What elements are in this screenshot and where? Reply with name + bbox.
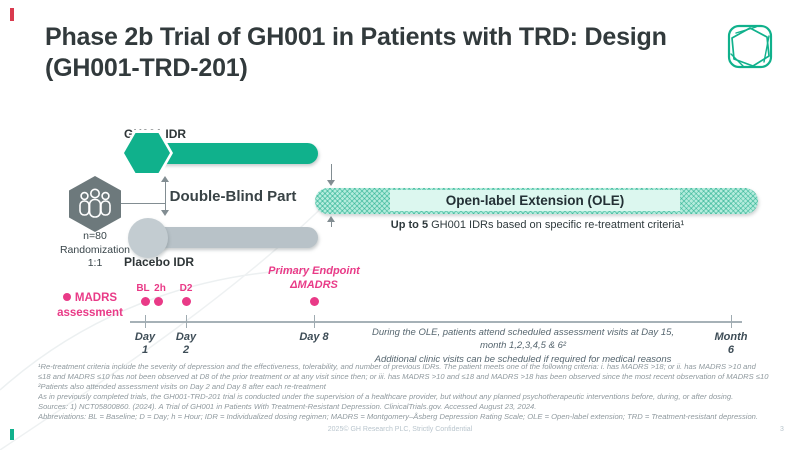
arrow-up-to-gh001-icon [161,176,169,182]
tick-day2 [185,315,187,328]
page-title: Phase 2b Trial of GH001 in Patients with… [45,22,735,84]
madrs-legend-line1: MADRS [74,292,118,304]
tick-day8 [313,315,315,328]
ole-schedule-note: During the OLE, patients attend schedule… [308,326,738,366]
footnotes: ¹Re-treatment criteria include the sever… [38,362,794,423]
primary-endpoint-label: Primary Endpoint ΔMADRS [268,265,360,293]
madrs-dot-icon [62,293,71,301]
tick-day1 [144,315,146,328]
arrow-up-to-ole-icon [327,216,335,222]
primary-endpoint-dot [309,297,319,306]
timeline-axis [130,321,742,323]
d2-assessment-dot [181,297,191,306]
2h-assessment-dot [153,297,163,306]
gh001-arm-bar [150,143,318,164]
double-blind-part-label: Double-Blind Part [169,188,297,205]
2h-marker-label: 2h [154,283,166,294]
footnote-line: As in previously completed trials, the G… [38,392,734,402]
arrow-down-to-placebo-icon [161,210,169,216]
footer-confidential: 2025© GH Research PLC, Strictly Confiden… [327,426,473,433]
arrow-down-to-ole-icon [327,180,335,186]
randomization-label: n=80 Randomization 1:1 [45,230,145,271]
ole-note-rest: GH001 IDRs based on specific re-treatmen… [428,219,685,231]
ole-schedule-line2: month 1,2,3,4,5 & 6² [479,340,567,352]
connector-randomization [121,202,165,204]
tick-label-day8: Day 8 [299,331,329,343]
tick-label-month6: Month 6 [714,331,748,356]
randomization-n: n=80 [83,230,107,242]
footnote-line: Abbreviations: BL = Baseline; D = Day; h… [38,412,759,422]
bl-marker-label: BL [136,283,150,294]
connector-vertical-left [164,182,166,210]
randomization-text: Randomization [59,243,131,256]
placebo-circle-icon [128,218,168,258]
bl-assessment-dot [140,297,150,306]
ole-note-bold: Up to 5 [390,219,429,231]
ole-schedule-line1: During the OLE, patients attend schedule… [371,327,675,338]
tick-label-day2: Day 2 [175,331,197,356]
madrs-legend-line2: assessment [57,306,123,319]
d2-marker-label: D2 [179,283,193,294]
connector-gh001-to-ole [330,164,332,180]
ole-retreatment-note: Up to 5 GH001 IDRs based on specific re-… [320,219,755,231]
footnote-line: Sources: 1) NCT05800860. (2024). A Trial… [38,402,537,412]
placebo-arm-bar [150,227,318,248]
gh001-hexagon-icon [124,133,170,173]
ole-schedule-line3: Additional clinic visits can be schedule… [374,353,672,365]
connector-placebo-to-ole [330,222,332,227]
madrs-assessment-legend: MADRS assessment [50,291,130,321]
primary-endpoint-line2: ΔMADRS [290,278,338,291]
primary-endpoint-line1: Primary Endpoint [268,265,360,277]
randomization-ratio: 1:1 [87,257,103,270]
footnote-line: ²Patients also attended assessment visit… [38,382,326,392]
tick-label-day1: Day 1 [134,331,156,356]
placebo-arm-label: Placebo IDR [124,255,195,269]
people-icon [79,188,111,218]
page-number: 3 [780,426,784,433]
ole-label: Open-label Extension (OLE) [390,190,680,211]
page-title-line2: (GH001-TRD-201) [45,54,248,82]
bottom-left-accent-mark [10,429,14,440]
tick-month6 [730,315,732,328]
page-title-line1: Phase 2b Trial of GH001 in Patients with… [45,23,667,51]
top-left-accent-mark [10,8,14,21]
gh-research-logo-icon [727,24,773,69]
footnote-line: ≤18 and MADRS ≤10 has not been observed … [38,372,769,382]
footnote-line: ¹Re-treatment criteria include the sever… [38,362,756,371]
